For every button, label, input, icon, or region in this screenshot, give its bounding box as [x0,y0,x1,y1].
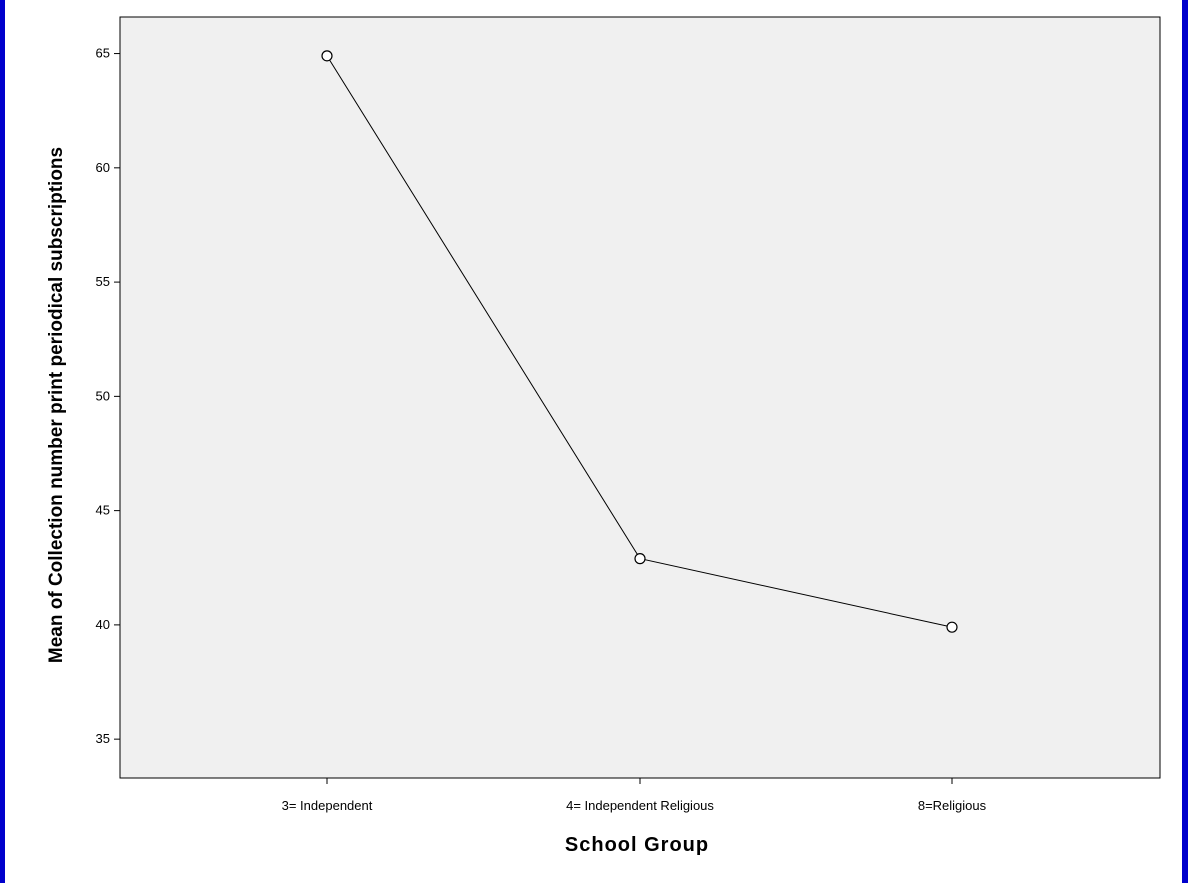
x-tick-label: 8=Religious [918,798,987,813]
y-tick-label: 50 [96,388,110,403]
y-tick-label: 45 [96,503,110,518]
y-axis-title: Mean of Collection number print periodic… [46,147,67,663]
x-tick-label: 3= Independent [282,798,373,813]
y-tick-label: 60 [96,160,110,175]
data-point-marker [321,50,333,62]
data-point-marker [946,621,958,633]
plot-area [119,16,1161,779]
y-axis: 35 40 45 50 55 60 65 [96,46,120,746]
y-tick-label: 55 [96,274,110,289]
data-point-marker [634,553,646,565]
x-axis: 3= Independent 4= Independent Religious 8=… [282,778,987,813]
y-tick-label: 40 [96,617,110,632]
series-layer [321,50,958,633]
x-axis-title: School Group [565,834,709,856]
y-tick-label: 35 [96,731,110,746]
y-tick-label: 65 [96,46,110,61]
x-tick-label: 4= Independent Religious [566,798,714,813]
